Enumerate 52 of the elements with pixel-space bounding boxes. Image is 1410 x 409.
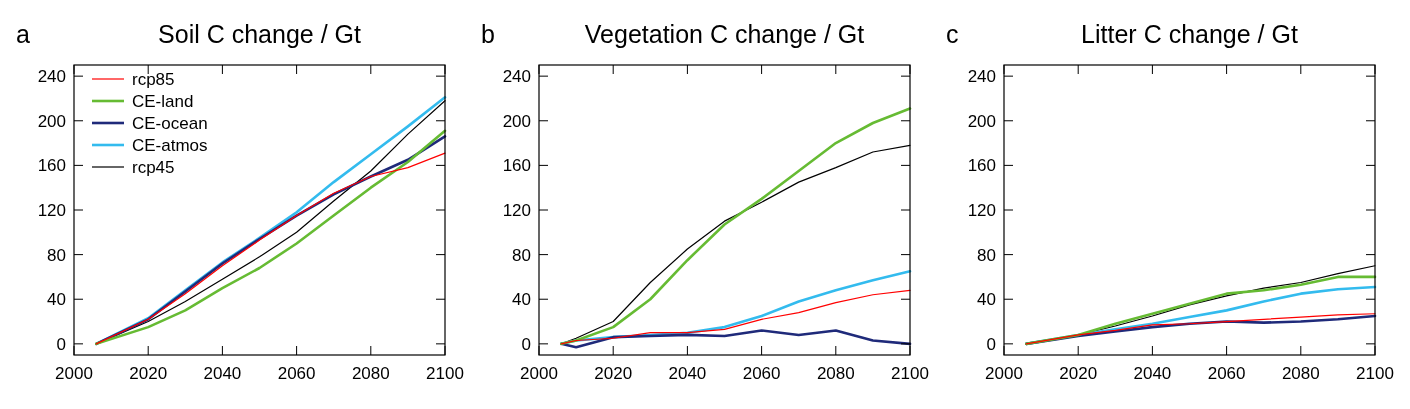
legend-label: CE-atmos bbox=[132, 135, 208, 155]
y-tick-label: 200 bbox=[502, 111, 531, 131]
x-tick-label: 2060 bbox=[277, 364, 316, 383]
x-tick-label: 2060 bbox=[742, 364, 781, 383]
x-tick-label: 2020 bbox=[129, 364, 168, 383]
y-tick-label: 160 bbox=[502, 156, 531, 176]
x-tick-label: 2000 bbox=[520, 364, 558, 383]
x-tick-label: 2000 bbox=[55, 364, 93, 383]
text: c bbox=[946, 20, 959, 48]
line-series bbox=[559, 107, 912, 346]
x-tick-label: 2080 bbox=[351, 364, 390, 383]
y-tick-label: 40 bbox=[977, 290, 996, 310]
x-tick-label: 2020 bbox=[594, 364, 633, 383]
y-tick-label: 80 bbox=[512, 245, 531, 265]
y-tick-label: 160 bbox=[37, 156, 66, 176]
y-tick-label: 120 bbox=[502, 200, 531, 220]
x-tick-label: 2100 bbox=[1356, 364, 1394, 383]
y-tick-label: 120 bbox=[967, 200, 996, 220]
x-tick-label: 2080 bbox=[816, 364, 855, 383]
legend-label: rcp45 bbox=[132, 157, 175, 177]
x-tick-label: 2080 bbox=[1281, 364, 1320, 383]
chart-title: Soil C change / Gt bbox=[158, 20, 361, 48]
y-tick-label: 80 bbox=[977, 245, 996, 265]
x-tick-label: 2100 bbox=[426, 364, 464, 383]
x-tick-label: 2040 bbox=[203, 364, 242, 383]
y-tick-label: 0 bbox=[521, 334, 531, 354]
y-tick-label: 120 bbox=[37, 200, 66, 220]
x-tick-label: 2060 bbox=[1207, 364, 1246, 383]
x-tick-label: 2020 bbox=[1059, 364, 1098, 383]
x-tick-label: 2100 bbox=[891, 364, 929, 383]
y-tick-label: 240 bbox=[502, 67, 531, 87]
y-tick-label: 40 bbox=[512, 290, 531, 310]
y-tick-label: 160 bbox=[967, 156, 996, 176]
y-tick-label: 240 bbox=[967, 67, 996, 87]
y-tick-label: 80 bbox=[47, 245, 66, 265]
x-tick-label: 2040 bbox=[668, 364, 707, 383]
y-tick-label: 40 bbox=[47, 290, 66, 310]
x-tick-label: 2000 bbox=[985, 364, 1023, 383]
y-tick-label: 0 bbox=[56, 334, 66, 354]
text: a bbox=[16, 20, 30, 48]
legend-label: CE-ocean bbox=[132, 113, 208, 133]
legend-label: CE-land bbox=[132, 91, 194, 111]
y-tick-label: 200 bbox=[967, 111, 996, 131]
y-tick-label: 200 bbox=[37, 111, 66, 131]
text: b bbox=[481, 20, 495, 48]
chart-title: Litter C change / Gt bbox=[1081, 20, 1298, 48]
x-tick-label: 2040 bbox=[1133, 364, 1172, 383]
y-tick-label: 240 bbox=[37, 67, 66, 87]
chart-title: Vegetation C change / Gt bbox=[584, 20, 865, 48]
y-tick-label: 0 bbox=[986, 334, 996, 354]
line-series bbox=[560, 289, 911, 345]
legend-label: rcp85 bbox=[132, 69, 175, 89]
